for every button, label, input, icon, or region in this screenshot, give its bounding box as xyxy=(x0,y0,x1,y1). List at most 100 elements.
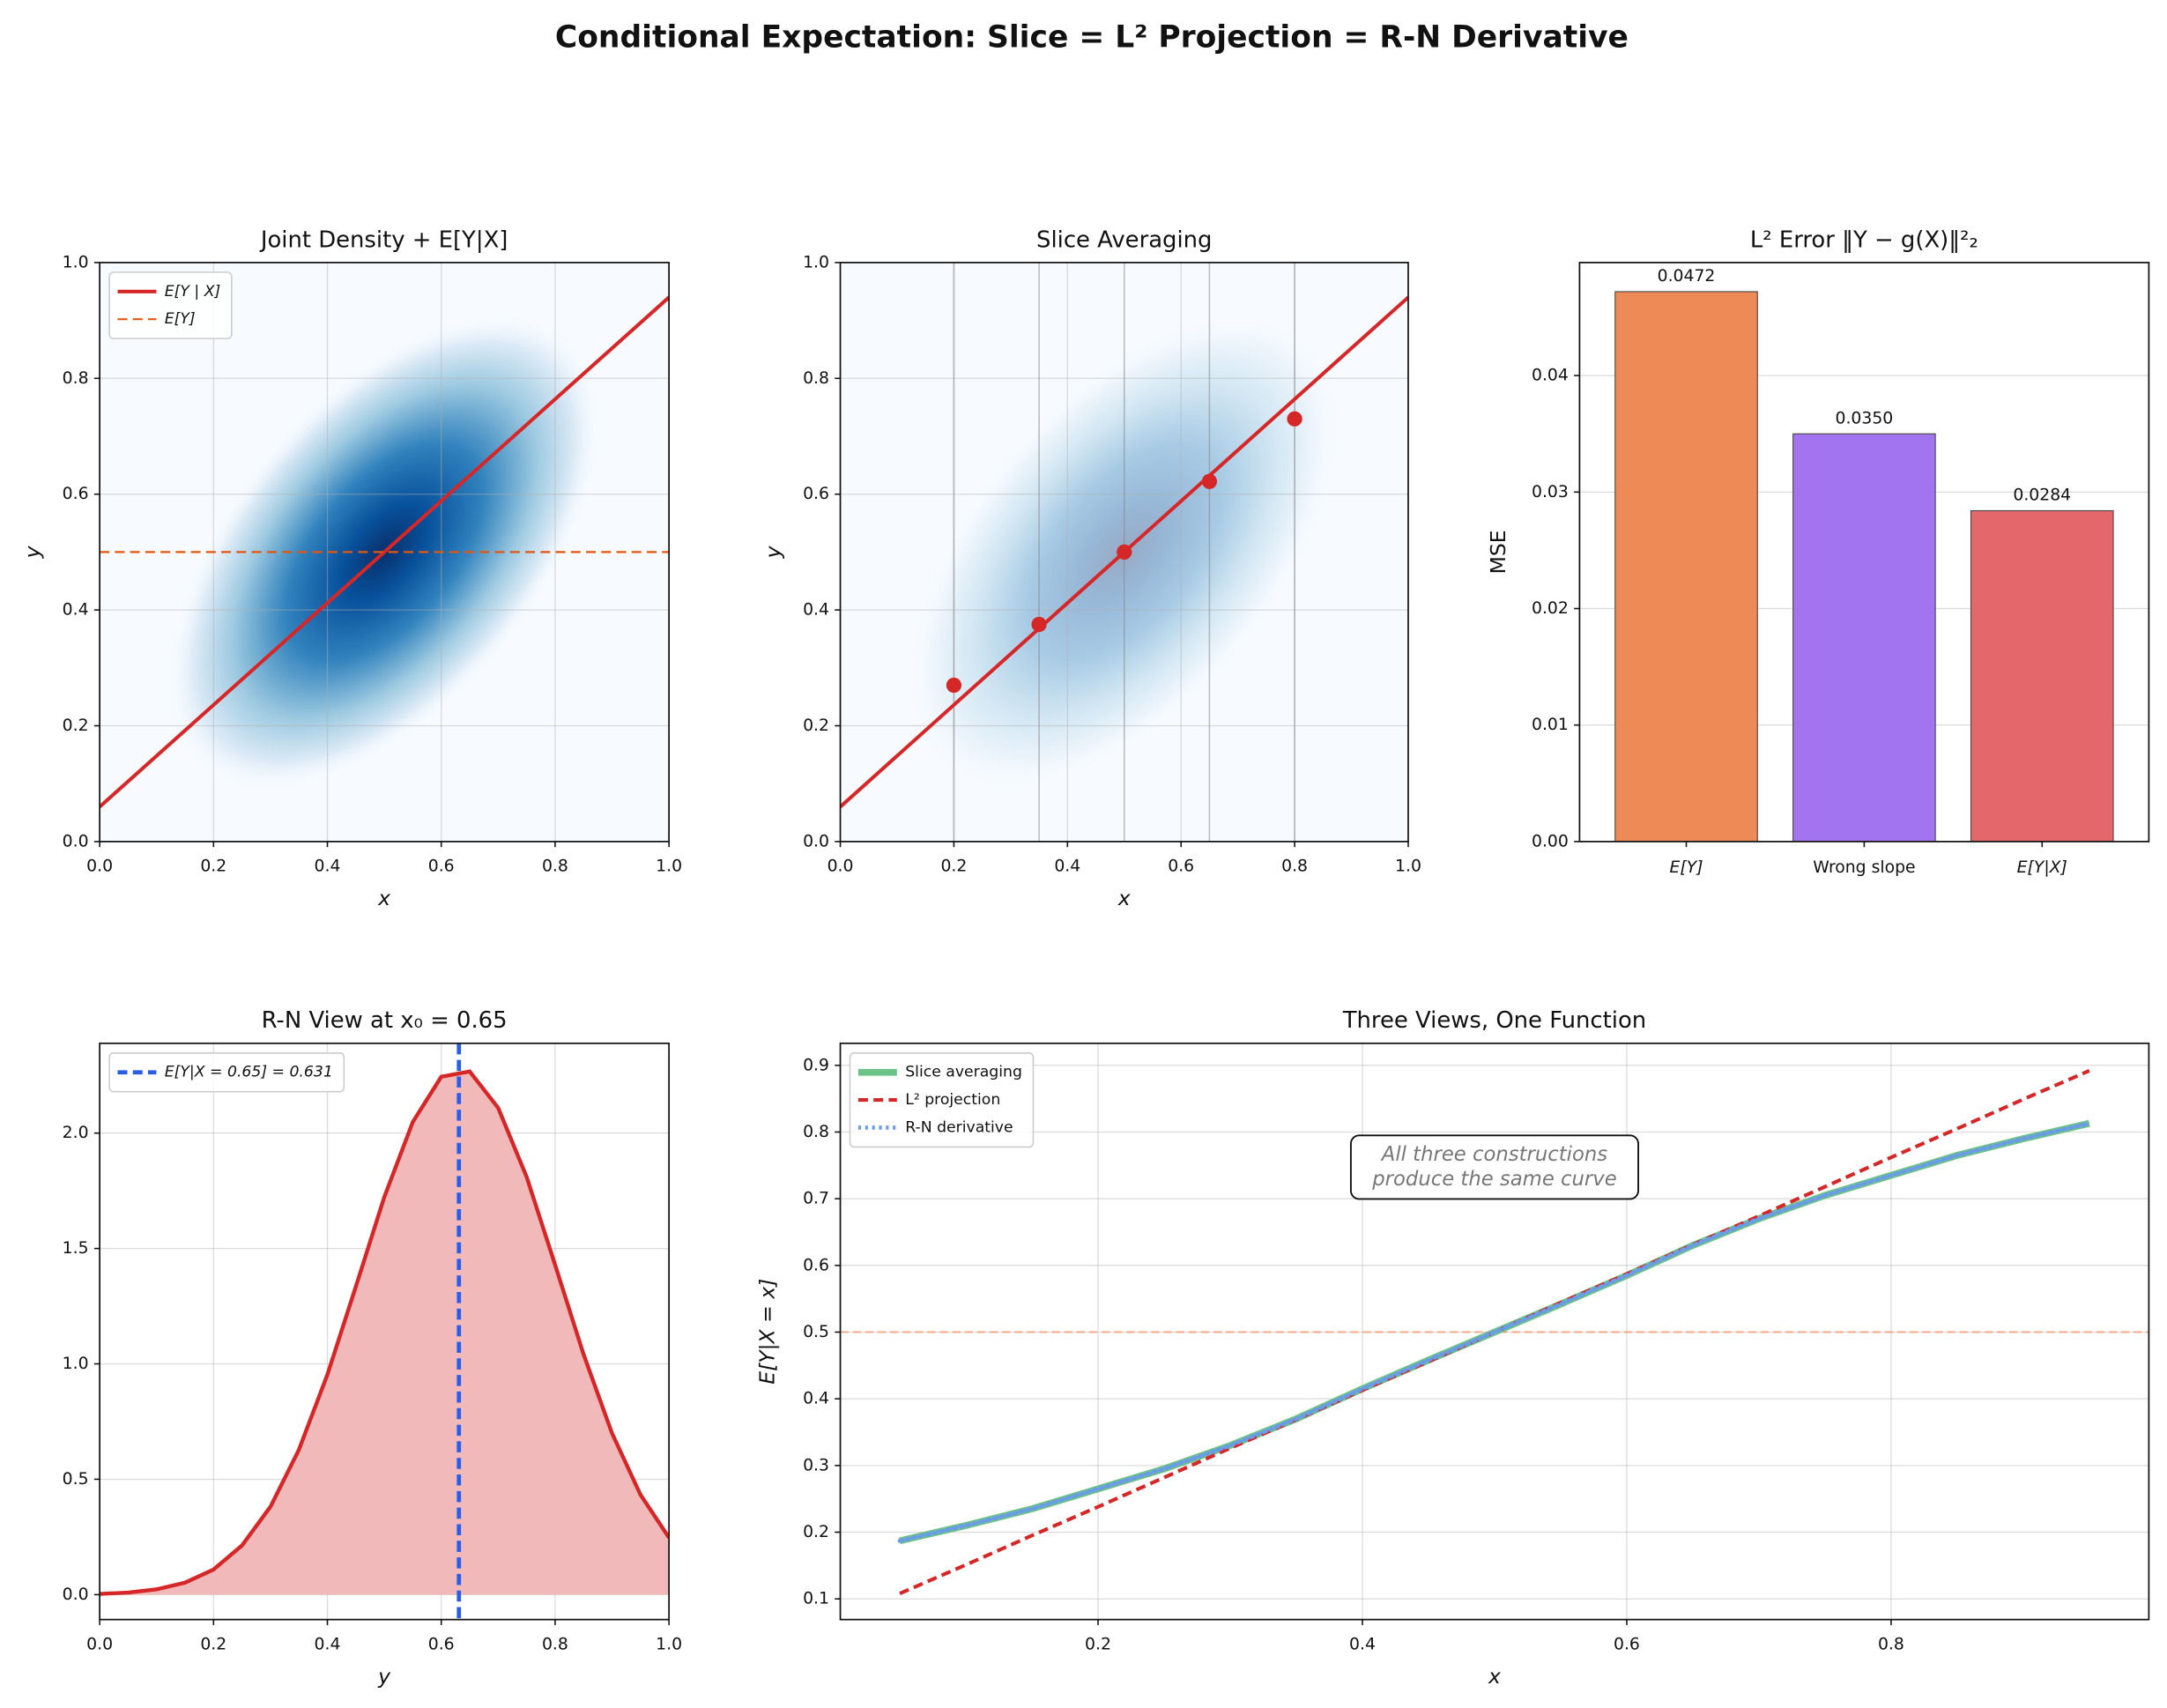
x-tick-label: 0.2 xyxy=(200,858,226,876)
axes-frame xyxy=(839,262,1409,843)
plot-area xyxy=(840,1043,2149,1620)
y-tick-label: 0.8 xyxy=(63,369,89,388)
x-tick-label: 0.4 xyxy=(315,858,341,876)
y-tick-label: 0.7 xyxy=(803,1190,829,1208)
x-tick-label: 0.8 xyxy=(1281,858,1308,876)
legend-box xyxy=(849,1052,1035,1148)
x-tick-label: 0.8 xyxy=(1878,1635,1904,1653)
x-tick-label: 1.0 xyxy=(656,1635,682,1653)
axes-frame xyxy=(1578,262,2150,843)
y-tick-label: 1.5 xyxy=(63,1239,89,1258)
bar xyxy=(1970,509,2114,842)
panel: 0.0 0.2 0.4 0.6 0.8 1.0 0.0 0.2 0.4 0.6 0.8 1.0 Slic… xyxy=(761,226,1421,910)
y-tick-label: 1.0 xyxy=(63,1355,89,1373)
y-tick-label: 0.8 xyxy=(803,369,829,388)
bar xyxy=(1792,433,1936,842)
axes-frame xyxy=(99,262,670,843)
series-line xyxy=(100,295,670,808)
y-tick-label: 0.4 xyxy=(63,601,89,620)
legend-label: E[Y] xyxy=(165,310,196,328)
axes-title: Joint Density + E[Y|X] xyxy=(259,226,508,253)
series-line xyxy=(897,1121,2092,1543)
slice-mean-point xyxy=(1201,473,1218,489)
x-tick-label: E[Y|X] xyxy=(2017,858,2067,877)
y-tick-label: 0.4 xyxy=(803,601,829,620)
x-tick-label: 0.0 xyxy=(827,858,854,876)
bar-value-label: 0.0472 xyxy=(1658,267,1716,286)
slice-mean-point xyxy=(1031,616,1047,633)
x-tick-label: 0.4 xyxy=(1054,858,1080,876)
annotation-text: All three constructions xyxy=(1380,1143,1607,1166)
y-tick-label: 2.0 xyxy=(63,1124,89,1142)
x-axis-label: x xyxy=(1117,886,1132,910)
y-tick-label: 0.03 xyxy=(1532,483,1569,501)
y-tick-label: 1.0 xyxy=(63,253,89,271)
bar-value-label: 0.0284 xyxy=(2013,486,2071,505)
legend-label: L² projection xyxy=(905,1091,1000,1109)
y-axis-label: y xyxy=(761,545,785,559)
panel: 0.0 0.2 0.4 0.6 0.8 1.0 0.0 0.2 0.4 0.6 0.8 1.0 Join… xyxy=(19,226,682,910)
x-tick-label: E[Y] xyxy=(1670,858,1703,877)
y-tick-label: 1.0 xyxy=(803,253,829,271)
y-axis-label: MSE xyxy=(1486,530,1510,574)
x-tick-label: 0.8 xyxy=(542,858,568,876)
y-tick-label: 0.2 xyxy=(803,717,829,735)
y-tick-label: 0.6 xyxy=(63,485,89,503)
x-tick-label: 0.6 xyxy=(1168,858,1194,876)
x-tick-label: 0.8 xyxy=(542,1635,568,1653)
x-tick-label: 0.6 xyxy=(1614,1635,1640,1653)
legend: E[Y|X = 0.65] = 0.631 xyxy=(108,1052,345,1093)
axes-title: Three Views, One Function xyxy=(1342,1007,1646,1034)
y-axis-label: y xyxy=(19,545,44,559)
x-axis-label: y xyxy=(377,1664,391,1689)
figure-title: Conditional Expectation: Slice = L² Proj… xyxy=(555,19,1629,55)
panel: 0.0472 E[Y] 0.0350 Wrong slope 0.0284 E[Y|X] 0… xyxy=(1486,226,2150,877)
legend-box xyxy=(108,271,233,339)
x-tick-label: 0.4 xyxy=(315,1635,341,1653)
legend: E[Y | X] E[Y] xyxy=(108,271,233,339)
annotation-text: produce the same curve xyxy=(1371,1168,1616,1191)
y-tick-label: 0.6 xyxy=(803,485,829,503)
axes-title: Slice Averaging xyxy=(1036,226,1212,253)
y-tick-label: 0.2 xyxy=(63,717,89,735)
y-tick-label: 0.9 xyxy=(803,1056,829,1074)
y-tick-label: 0.02 xyxy=(1532,599,1569,618)
panel: 0.0 0.5 1.0 1.5 2.0 0.0 0.2 0.4 0.6 0.8 1.0 R-N Vie… xyxy=(63,1007,682,1689)
plot-area xyxy=(840,262,1408,842)
y-tick-label: 0.8 xyxy=(803,1123,829,1141)
y-tick-label: 0.04 xyxy=(1532,367,1569,385)
slice-mean-point xyxy=(1117,544,1132,561)
plot-area xyxy=(100,1043,670,1620)
x-tick-label: Wrong slope xyxy=(1813,858,1915,877)
x-axis-label: x xyxy=(377,886,391,910)
x-axis-label: x xyxy=(1488,1664,1502,1689)
axes-title: L² Error ‖Y − g(X)‖²₂ xyxy=(1750,226,1978,253)
x-tick-label: 0.2 xyxy=(940,858,967,876)
x-tick-label: 0.2 xyxy=(200,1635,226,1653)
axes-title: R-N View at x₀ = 0.65 xyxy=(262,1007,508,1034)
x-tick-label: 1.0 xyxy=(656,858,682,876)
legend-label: E[Y|X = 0.65] = 0.631 xyxy=(165,1064,333,1081)
y-tick-label: 0.01 xyxy=(1532,716,1569,734)
x-tick-label: 0.2 xyxy=(1085,1635,1111,1653)
y-tick-label: 0.5 xyxy=(63,1470,89,1489)
plot-area xyxy=(100,262,670,842)
legend-box xyxy=(108,1052,345,1093)
x-tick-label: 0.6 xyxy=(428,1635,455,1653)
y-axis-label: E[Y|X = x] xyxy=(755,1279,780,1385)
y-tick-label: 0.0 xyxy=(803,832,829,850)
density-area xyxy=(100,1071,670,1595)
legend-label: R-N derivative xyxy=(905,1118,1013,1136)
legend: Slice averaging L² projection R-N derivati… xyxy=(849,1052,1035,1148)
y-tick-label: 0.1 xyxy=(803,1590,829,1608)
density-curve xyxy=(100,1069,670,1596)
y-tick-label: 0.0 xyxy=(63,1585,89,1604)
legend-label: E[Y | X] xyxy=(165,283,220,301)
y-tick-label: 0.00 xyxy=(1532,832,1569,850)
slice-mean-point xyxy=(946,677,962,694)
bar xyxy=(1614,291,1758,842)
y-tick-label: 0.2 xyxy=(803,1523,829,1541)
